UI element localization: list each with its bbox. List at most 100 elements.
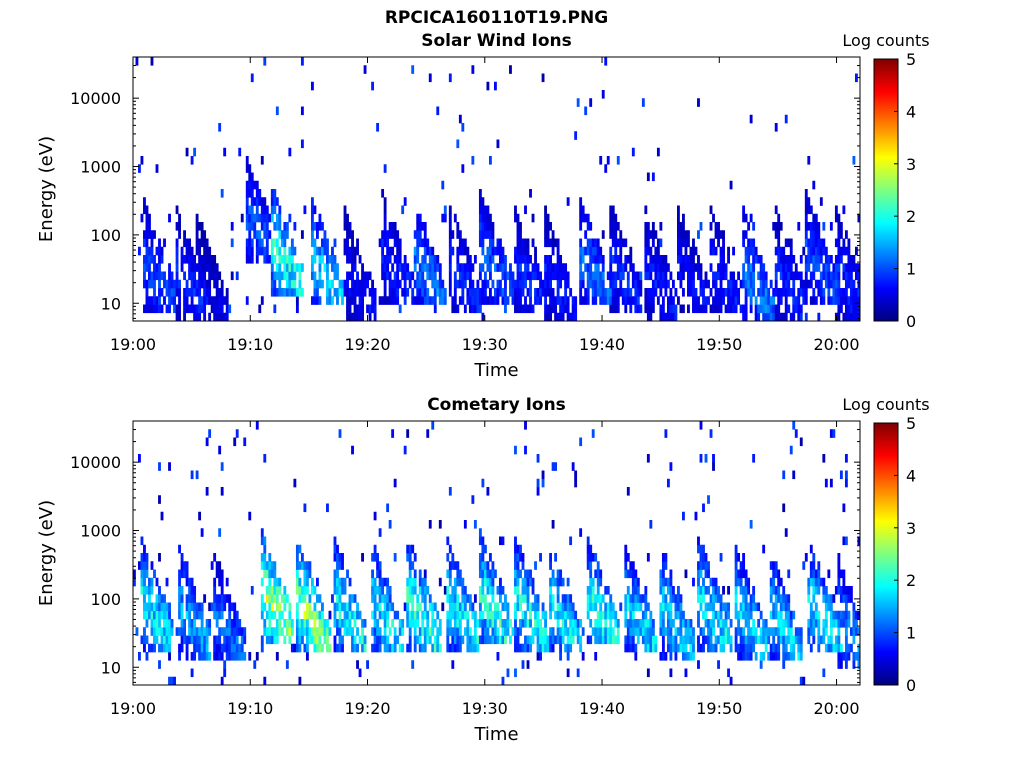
spectrogram-cell bbox=[837, 627, 841, 636]
spectrogram-cell bbox=[832, 271, 836, 281]
spectrogram-cell bbox=[381, 263, 385, 272]
spectrogram-cell bbox=[268, 586, 272, 595]
spectrogram-cell bbox=[351, 635, 354, 645]
spectrogram-cell bbox=[343, 279, 347, 289]
spectrogram-cell bbox=[348, 222, 352, 231]
spectrogram-cell bbox=[223, 627, 227, 636]
spectrogram-cell bbox=[178, 577, 181, 587]
spectrogram-cell bbox=[260, 238, 264, 248]
spectrogram-cell bbox=[559, 652, 563, 661]
spectrogram-cell bbox=[466, 635, 470, 645]
spectrogram-cell bbox=[782, 271, 786, 281]
spectrogram-cell bbox=[589, 635, 593, 645]
spectrogram-cell bbox=[198, 271, 202, 281]
spectrogram-cell bbox=[727, 602, 730, 612]
spectrogram-cell bbox=[248, 164, 252, 173]
spectrogram-cell bbox=[629, 255, 633, 264]
spectrogram-cell bbox=[290, 279, 294, 289]
spectrogram-cell bbox=[265, 610, 269, 620]
spectrogram-cell bbox=[376, 643, 380, 653]
spectrogram-cell bbox=[225, 577, 229, 587]
spectrogram-cell bbox=[265, 635, 269, 645]
spectrogram-cell bbox=[849, 255, 853, 264]
y-tick-label: 10000 bbox=[70, 453, 121, 472]
spectrogram-cell bbox=[604, 610, 608, 620]
spectrogram-cell bbox=[353, 255, 357, 264]
spectrogram-cell bbox=[594, 296, 598, 305]
spectrogram-cell bbox=[153, 271, 156, 281]
spectrogram-cell bbox=[270, 602, 274, 612]
spectrogram-cell bbox=[536, 271, 540, 281]
spectrogram-cell bbox=[158, 246, 161, 256]
spectrogram-cell bbox=[270, 594, 274, 603]
spectrogram-cell bbox=[333, 553, 337, 562]
spectrogram-cell bbox=[421, 222, 425, 231]
spectrogram-cell bbox=[646, 304, 650, 314]
spectrogram-cell bbox=[644, 610, 648, 620]
spectrogram-cell bbox=[233, 610, 237, 620]
spectrogram-cell bbox=[559, 569, 563, 579]
spectrogram-cell bbox=[847, 652, 851, 661]
spectrogram-cell bbox=[263, 213, 267, 223]
spectrogram-cell bbox=[208, 279, 212, 289]
spectrogram-cell bbox=[223, 660, 227, 669]
spectrogram-cell bbox=[779, 296, 783, 305]
spectrogram-cell bbox=[233, 627, 237, 636]
spectrogram-cell bbox=[834, 635, 838, 645]
colorbar-tick-label: 0 bbox=[906, 312, 916, 331]
spectrogram-cell bbox=[150, 246, 154, 256]
spectrogram-cell bbox=[491, 610, 495, 620]
spectrogram-cell bbox=[661, 635, 665, 645]
spectrogram-cell bbox=[787, 255, 791, 264]
spectrogram-cell bbox=[629, 619, 633, 628]
spectrogram-cell bbox=[499, 288, 502, 297]
spectrogram-cell bbox=[263, 222, 267, 231]
spectrogram-cell bbox=[391, 246, 395, 256]
spectrogram-cell bbox=[534, 271, 537, 281]
spectrogram-cell bbox=[524, 586, 527, 595]
spectrogram-cell bbox=[739, 635, 743, 645]
spectrogram-cell bbox=[406, 602, 410, 612]
spectrogram-cell bbox=[321, 279, 324, 289]
spectrogram-cell bbox=[782, 635, 786, 645]
spectrogram-cell bbox=[812, 569, 816, 579]
spectrogram-cell bbox=[393, 627, 397, 636]
spectrogram-cell bbox=[275, 246, 279, 256]
spectrogram-cell bbox=[406, 643, 410, 653]
spectrogram-cell bbox=[310, 197, 314, 206]
spectrogram-cell bbox=[333, 536, 337, 546]
spectrogram-cell bbox=[198, 296, 202, 305]
spectrogram-cell bbox=[712, 627, 715, 636]
spectrogram-cell bbox=[722, 288, 725, 297]
spectrogram-cell bbox=[762, 279, 766, 289]
spectrogram-cell bbox=[829, 635, 833, 645]
spectrogram-cell bbox=[581, 627, 585, 636]
spectrogram-cell bbox=[180, 635, 184, 645]
spectrogram-cell bbox=[235, 429, 239, 438]
spectrogram-cell bbox=[752, 263, 756, 272]
spectrogram-cell bbox=[834, 271, 838, 281]
spectrogram-cell bbox=[687, 627, 690, 636]
spectrogram-cell bbox=[153, 635, 156, 645]
spectrogram-cell bbox=[263, 544, 267, 554]
spectrogram-cell bbox=[260, 561, 264, 570]
spectrogram-cell bbox=[173, 676, 176, 686]
spectrogram-cell bbox=[702, 279, 705, 289]
spectrogram-cell bbox=[473, 627, 477, 636]
spectrogram-cell bbox=[423, 602, 427, 612]
spectrogram-cell bbox=[235, 635, 239, 645]
spectrogram-cell bbox=[401, 205, 405, 215]
spectrogram-cell bbox=[621, 271, 625, 281]
spectrogram-cell bbox=[646, 619, 650, 628]
spectrogram-cell bbox=[235, 271, 239, 281]
spectrogram-cell bbox=[744, 652, 748, 661]
spectrogram-cell bbox=[338, 279, 342, 289]
spectrogram-cell bbox=[491, 296, 495, 305]
spectrogram-cell bbox=[333, 544, 337, 554]
spectrogram-cell bbox=[819, 288, 823, 297]
spectrogram-cell bbox=[388, 288, 392, 297]
spectrogram-cell bbox=[205, 279, 209, 289]
spectrogram-cell bbox=[566, 635, 570, 645]
spectrogram-cell bbox=[341, 288, 344, 297]
spectrogram-cell bbox=[549, 279, 552, 289]
